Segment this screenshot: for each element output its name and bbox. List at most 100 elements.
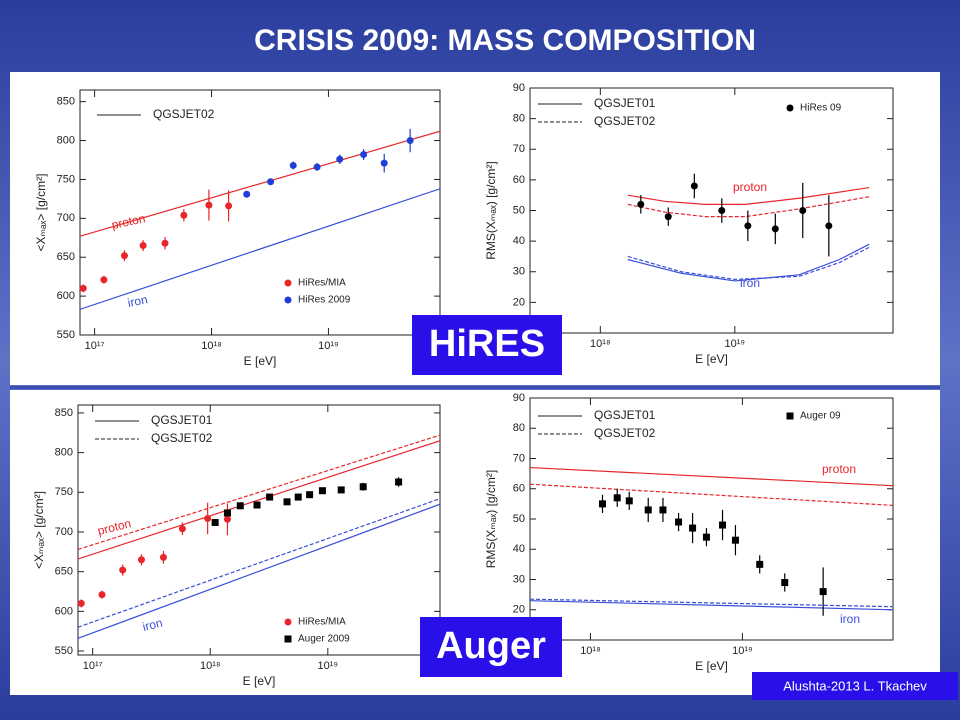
marker <box>718 207 726 214</box>
y-tick-label: 20 <box>513 604 525 616</box>
marker <box>267 178 275 186</box>
label-box <box>420 617 562 677</box>
marker <box>77 599 85 607</box>
legend-label: QGSJET02 <box>153 107 215 121</box>
y-tick-label: 70 <box>513 452 525 464</box>
model-line <box>80 130 440 237</box>
x-tick-label: 10¹⁹ <box>732 645 753 657</box>
x-tick-label: 10¹⁸ <box>580 645 601 657</box>
marker <box>702 533 710 541</box>
marker <box>253 501 261 509</box>
legend-label: QGSJET01 <box>594 408 656 422</box>
y-tick-label: 40 <box>513 235 525 247</box>
y-tick-label: 550 <box>57 329 75 341</box>
x-tick-label: 10¹⁸ <box>200 660 221 672</box>
x-axis-label: E [eV] <box>244 354 277 368</box>
marker <box>313 163 321 171</box>
marker <box>159 553 167 561</box>
marker <box>637 200 645 208</box>
marker <box>98 591 106 599</box>
x-tick-label: 10¹⁷ <box>83 660 103 672</box>
y-tick-label: 800 <box>57 134 75 146</box>
y-tick-label: 60 <box>513 174 525 186</box>
marker <box>756 560 764 568</box>
legend-label: HiRes 09 <box>800 103 842 114</box>
marker <box>337 486 345 494</box>
x-axis-label: E [eV] <box>695 352 728 366</box>
y-axis-label: <Xₘₐₓ> [g/cm²] <box>34 174 48 252</box>
marker <box>180 211 188 219</box>
x-tick-label: 10¹⁸ <box>201 340 222 352</box>
footer: Alushta-2013 L. Tkachev <box>783 678 927 693</box>
marker <box>380 159 388 167</box>
marker <box>675 518 683 526</box>
marker <box>119 566 127 574</box>
legend-marker <box>786 412 794 420</box>
marker <box>613 494 621 502</box>
marker <box>395 478 403 486</box>
legend-marker <box>786 104 794 112</box>
marker <box>100 276 108 284</box>
marker <box>731 536 739 544</box>
legend-marker <box>284 279 292 287</box>
legend-label: Auger 09 <box>800 411 841 422</box>
legend-label: QGSJET01 <box>594 96 656 110</box>
marker <box>799 207 807 214</box>
marker <box>137 556 145 564</box>
marker <box>139 242 147 250</box>
model-line <box>627 196 870 218</box>
marker <box>659 506 667 514</box>
y-tick-label: 700 <box>55 526 73 538</box>
y-tick-label: 650 <box>57 251 75 263</box>
marker <box>689 524 697 532</box>
y-tick-label: 850 <box>55 407 73 419</box>
model-label: iron <box>840 612 860 626</box>
marker <box>205 201 213 209</box>
y-tick-label: 50 <box>513 513 525 525</box>
y-tick-label: 50 <box>513 204 525 216</box>
legend-label: QGSJET02 <box>594 114 656 128</box>
marker <box>79 284 87 292</box>
model-line <box>78 498 440 628</box>
y-tick-label: 30 <box>513 266 525 278</box>
model-label: iron <box>126 292 148 310</box>
y-tick-label: 750 <box>55 486 73 498</box>
slide-title: CRISIS 2009: MASS COMPOSITION <box>254 24 756 57</box>
legend-marker <box>284 618 292 626</box>
marker <box>243 190 251 198</box>
model-line <box>530 598 893 608</box>
y-tick-label: 800 <box>55 447 73 459</box>
y-axis-label: RMS(Xₘₐₓ) [g/cm²] <box>484 470 498 569</box>
model-line <box>627 246 870 281</box>
y-tick-label: 60 <box>513 483 525 495</box>
experiment-label: HiRES <box>429 323 545 365</box>
marker <box>690 182 698 190</box>
marker <box>825 222 833 230</box>
marker <box>223 509 231 517</box>
legend-label: HiRes/MIA <box>298 278 346 289</box>
marker <box>744 222 752 230</box>
model-line <box>627 186 870 205</box>
model-line <box>530 466 893 487</box>
marker <box>266 493 274 501</box>
marker <box>406 137 414 145</box>
charts: 550 600 650 700 750 800 850 10¹⁷ 10¹⁸ 10¹⁹ E [eV] <… <box>32 82 894 688</box>
model-line <box>530 483 893 506</box>
y-axis-label: <Xₘₐₓ> [g/cm²] <box>32 491 46 569</box>
marker <box>294 493 302 501</box>
marker <box>289 161 297 169</box>
legend-marker <box>284 296 292 304</box>
model-line <box>530 600 893 611</box>
model-line <box>78 503 440 639</box>
y-tick-label: 40 <box>513 543 525 555</box>
y-tick-label: 850 <box>57 96 75 108</box>
legend-marker <box>284 635 292 643</box>
x-axis-label: E [eV] <box>695 659 728 673</box>
marker <box>664 213 672 221</box>
legend-label: QGSJET01 <box>151 413 213 427</box>
x-axis-label: E [eV] <box>243 674 276 688</box>
marker <box>236 502 244 510</box>
model-line <box>78 440 440 560</box>
marker <box>283 498 291 506</box>
